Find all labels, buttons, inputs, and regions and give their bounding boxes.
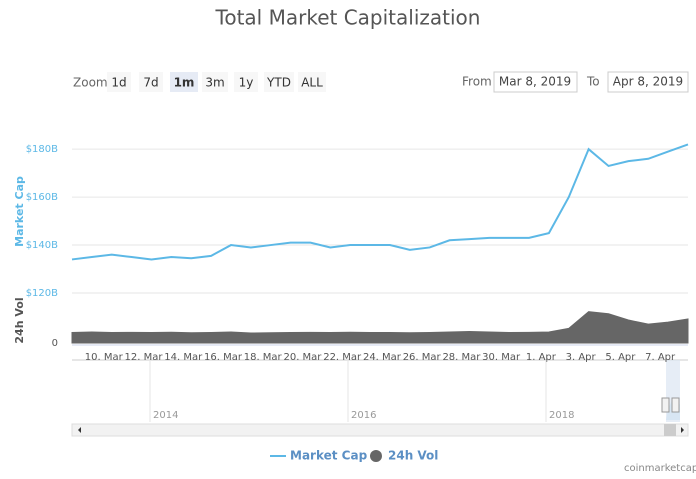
from-input[interactable] xyxy=(493,71,578,93)
credits[interactable]: coinmarketcap.com xyxy=(624,463,696,474)
x-tick-label: 18. Mar xyxy=(244,352,283,363)
x-tick-label: 5. Apr xyxy=(605,352,636,363)
to-input[interactable] xyxy=(607,71,689,93)
navigator-label: 2016 xyxy=(351,410,376,421)
zoom-button-label[interactable]: 1d xyxy=(111,76,126,90)
zoom-button-label[interactable]: 1m xyxy=(174,76,195,90)
y-tick-label: $180B xyxy=(26,144,58,155)
zoom-button-label[interactable]: 3m xyxy=(205,76,224,90)
chart-title: Total Market Capitalization xyxy=(215,6,481,30)
legend-label[interactable]: Market Cap xyxy=(290,449,368,463)
zoom-button[interactable] xyxy=(170,72,198,92)
line-series xyxy=(71,143,689,261)
from-date[interactable]: Mar 8, 2019 xyxy=(499,75,571,89)
scroll-left[interactable] xyxy=(78,427,81,433)
zoom-button[interactable] xyxy=(202,72,228,92)
zoom-button-label[interactable]: 7d xyxy=(143,76,158,90)
x-tick-label: 24. Mar xyxy=(363,352,402,363)
x-tick-label: 22. Mar xyxy=(323,352,362,363)
zoom-button-label[interactable]: ALL xyxy=(301,76,323,90)
area-series xyxy=(71,311,689,344)
zoom-button[interactable] xyxy=(234,72,258,92)
navigator-label: 2018 xyxy=(549,410,574,421)
zoom-button[interactable] xyxy=(107,72,131,92)
x-tick-label: 26. Mar xyxy=(403,352,442,363)
y-tick-label: 0 xyxy=(52,338,58,349)
zoom-button[interactable] xyxy=(298,72,326,92)
y-axis-title: Market Cap xyxy=(13,176,26,247)
legend-symbol[interactable] xyxy=(370,450,382,462)
scroll-right[interactable] xyxy=(681,427,684,433)
zoom-button-label[interactable]: YTD xyxy=(266,76,291,90)
zoom-button[interactable] xyxy=(264,72,294,92)
x-tick-label: 10. Mar xyxy=(85,352,124,363)
navigator-handle[interactable] xyxy=(661,397,670,413)
navigator[interactable] xyxy=(72,360,688,422)
x-tick-label: 7. Apr xyxy=(645,352,676,363)
navigator-handle[interactable] xyxy=(671,397,680,413)
zoom-button-label[interactable]: 1y xyxy=(239,76,254,90)
y-tick-label: $160B xyxy=(26,192,58,203)
x-tick-label: 14. Mar xyxy=(164,352,203,363)
y-tick-label: $140B xyxy=(26,240,58,251)
x-tick-label: 1. Apr xyxy=(526,352,557,363)
navigator-label: 2014 xyxy=(153,410,178,421)
x-tick-label: 28. Mar xyxy=(442,352,481,363)
zoom-label: Zoom xyxy=(73,76,108,90)
y-tick-label: $120B xyxy=(26,288,58,299)
x-tick-label: 30. Mar xyxy=(482,352,521,363)
x-tick-label: 20. Mar xyxy=(283,352,322,363)
x-tick-label: 3. Apr xyxy=(566,352,597,363)
to-date[interactable]: Apr 8, 2019 xyxy=(613,75,683,89)
navigator-mask[interactable] xyxy=(666,360,680,422)
x-tick-label: 12. Mar xyxy=(125,352,164,363)
scrollbar-thumb[interactable] xyxy=(664,424,676,436)
zoom-button[interactable] xyxy=(139,72,163,92)
to-label: To xyxy=(586,75,600,89)
scrollbar[interactable] xyxy=(71,423,689,437)
from-label: From xyxy=(462,75,492,89)
y-axis-title: 24h Vol xyxy=(13,297,26,343)
x-tick-label: 16. Mar xyxy=(204,352,243,363)
legend-label[interactable]: 24h Vol xyxy=(388,449,438,463)
